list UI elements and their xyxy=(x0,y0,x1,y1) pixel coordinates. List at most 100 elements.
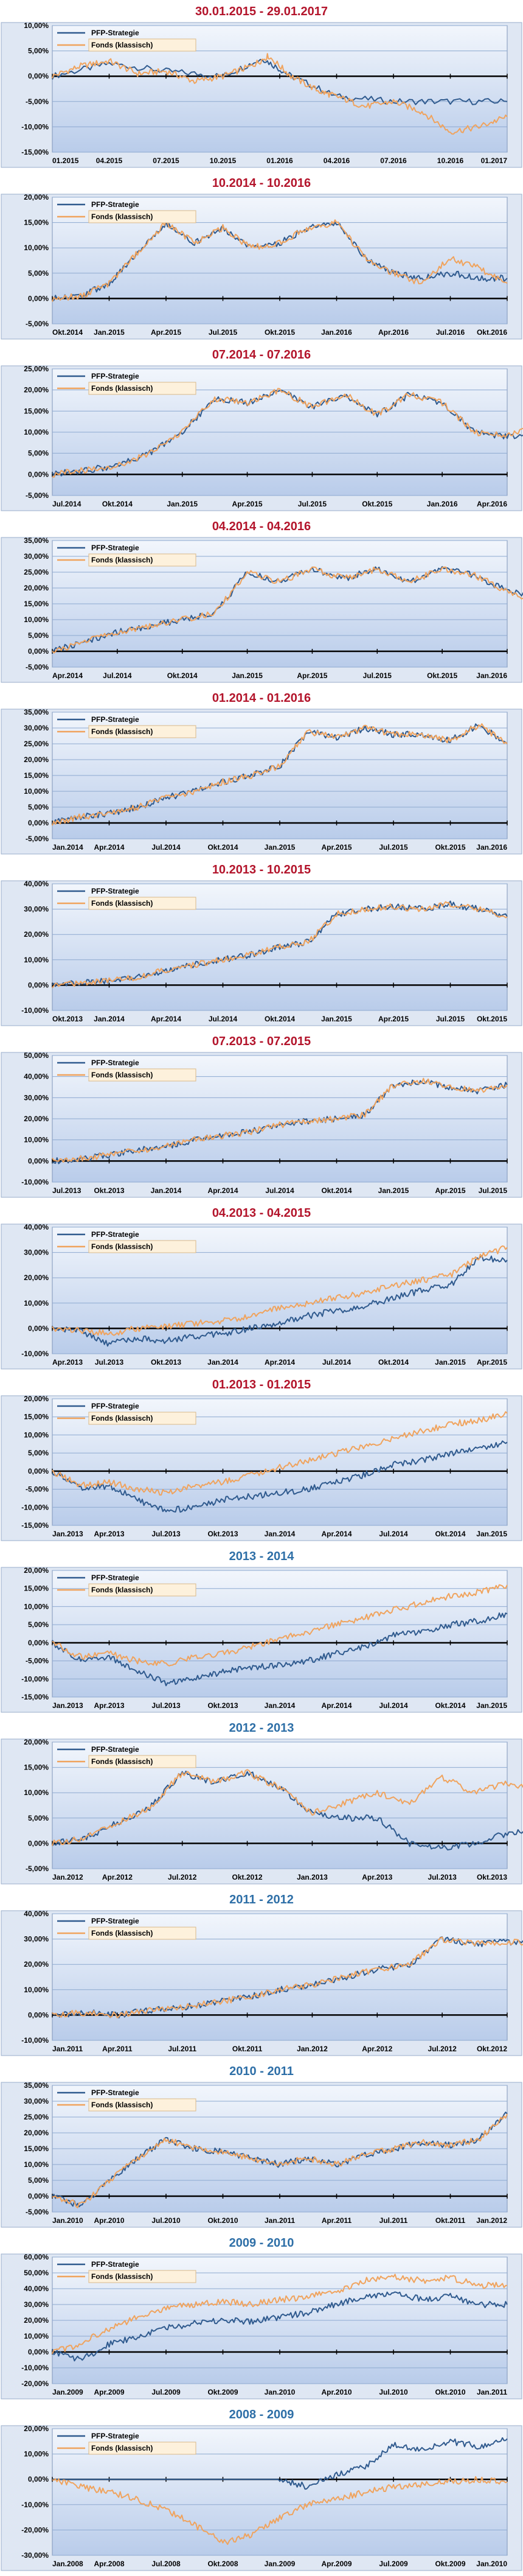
x-tick-label: Jul.2009 xyxy=(151,2388,181,2396)
x-tick-label: Jul.2014 xyxy=(151,843,181,852)
x-tick-label: Apr.2009 xyxy=(94,2388,124,2396)
chart-panel: 07.2014 - 07.2016 25,00% 20,00% 15,00% 10,00… xyxy=(0,343,523,515)
y-tick-label: 10,00% xyxy=(24,2332,49,2340)
y-tick-label: 30,00% xyxy=(24,2097,49,2105)
legend-box xyxy=(88,382,196,395)
x-tick-label: Jan.2015 xyxy=(378,1186,409,1195)
y-tick-label: -10,00% xyxy=(21,2501,49,2509)
x-tick-label: Jul.2014 xyxy=(52,500,81,508)
y-tick-label: 10,00% xyxy=(24,243,49,252)
y-tick-label: 10,00% xyxy=(24,2160,49,2169)
x-tick-label: Jan.2014 xyxy=(265,1530,296,1538)
chart-panel: 04.2013 - 04.2015 40,00% 30,00% 20,00% 10,00… xyxy=(0,1202,523,1373)
legend-box xyxy=(88,1583,196,1597)
legend-label: PFP-Strategie xyxy=(91,1059,139,1067)
y-tick-label: -10,00% xyxy=(21,1503,49,1511)
y-tick-label: 0,00% xyxy=(28,470,49,478)
y-tick-label: 10,00% xyxy=(24,956,49,964)
y-tick-label: 40,00% xyxy=(24,1910,49,1918)
line-chart: 35,00% 30,00% 25,00% 20,00% 15,00% 10,00% 5,00… xyxy=(1,2082,522,2228)
y-tick-label: 15,00% xyxy=(24,2144,49,2153)
x-tick-label: 01.2017 xyxy=(481,156,508,165)
x-tick-label: Apr.2013 xyxy=(94,1530,124,1538)
y-tick-label: 5,00% xyxy=(28,1449,49,1457)
series-line-fund xyxy=(52,2476,508,2545)
y-tick-label: 0,00% xyxy=(28,1157,49,1165)
series-line-strategy xyxy=(52,2291,508,2362)
x-tick-label: Jul.2011 xyxy=(379,2216,408,2225)
x-tick-label: Apr.2014 xyxy=(265,1358,295,1367)
x-tick-label: Jan.2011 xyxy=(477,2388,507,2396)
x-tick-label: Jul.2014 xyxy=(322,1358,352,1367)
legend-label: PFP-Strategie xyxy=(91,1917,139,1925)
y-tick-label: -5,00% xyxy=(26,1485,49,1494)
y-tick-label: 5,00% xyxy=(28,631,49,640)
x-tick-label: Apr.2015 xyxy=(477,1358,507,1367)
x-tick-label: Okt.2014 xyxy=(321,1186,352,1195)
x-tick-label: Okt.2013 xyxy=(151,1358,181,1367)
y-tick-label: 0,00% xyxy=(28,1839,49,1847)
series-line-fund xyxy=(52,53,508,135)
series-line-fund xyxy=(52,1769,523,1846)
y-tick-label: 20,00% xyxy=(24,755,49,764)
x-tick-label: 04.2015 xyxy=(96,156,123,165)
legend-box xyxy=(88,210,196,223)
y-tick-label: 20,00% xyxy=(24,1567,49,1575)
x-tick-label: Jul.2016 xyxy=(436,328,465,337)
x-tick-label: Jan.2014 xyxy=(52,843,83,852)
y-tick-label: 10,00% xyxy=(24,1430,49,1439)
x-tick-label: Jan.2011 xyxy=(265,2216,295,2225)
x-tick-label: Okt.2015 xyxy=(477,1015,507,1023)
x-tick-label: Okt.2014 xyxy=(102,500,133,508)
series-line-fund xyxy=(52,566,523,654)
y-tick-label: 10,00% xyxy=(24,2450,49,2459)
chart-panel: 01.2014 - 01.2016 35,00% 30,00% 25,00% 20,00… xyxy=(0,687,523,858)
y-tick-label: 15,00% xyxy=(24,1763,49,1772)
line-chart: 40,00%30,00%20,00%10,00%0,00%-10,00%Okt.… xyxy=(1,880,522,1026)
y-tick-label: 10,00% xyxy=(24,1788,49,1797)
legend-label: Fonds (klassisch) xyxy=(91,1242,153,1251)
x-tick-label: Okt.2014 xyxy=(435,1530,465,1538)
legend-box xyxy=(88,1927,196,1940)
x-tick-label: Jul.2013 xyxy=(95,1358,124,1367)
y-tick-label: 5,00% xyxy=(28,2176,49,2185)
y-tick-label: 30,00% xyxy=(24,724,49,732)
y-tick-label: 40,00% xyxy=(24,880,49,888)
x-tick-label: Jan.2012 xyxy=(297,2045,328,2053)
x-tick-label: Apr.2014 xyxy=(52,671,83,680)
legend-label: PFP-Strategie xyxy=(91,1745,139,1754)
chart-title: 07.2014 - 07.2016 xyxy=(212,348,311,362)
y-tick-label: 0,00% xyxy=(28,72,49,80)
chart-title: 04.2013 - 04.2015 xyxy=(212,1206,311,1220)
legend-label: Fonds (klassisch) xyxy=(91,2444,153,2452)
series-line-strategy xyxy=(52,221,508,302)
x-tick-label: Jan.2016 xyxy=(427,500,458,508)
line-chart: 20,00%15,00%10,00%5,00%0,00%-5,00%Jan.20… xyxy=(1,1738,523,1885)
legend-label: Fonds (klassisch) xyxy=(91,1586,153,1594)
y-tick-label: 20,00% xyxy=(24,386,49,394)
legend: PFP-Strategie Fonds (klassisch) xyxy=(57,544,196,567)
chart-title: 2009 - 2010 xyxy=(229,2236,294,2250)
x-tick-label: Okt.2015 xyxy=(265,328,295,337)
x-tick-label: Okt.2016 xyxy=(477,328,507,337)
y-tick-label: 30,00% xyxy=(24,1248,49,1257)
y-tick-label: 0,00% xyxy=(28,2348,49,2356)
x-tick-label: Jul.2013 xyxy=(52,1186,81,1195)
line-chart: 40,00%30,00%20,00%10,00%0,00%-10,00%Apr.… xyxy=(1,1223,522,1370)
x-tick-label: Okt.2010 xyxy=(435,2388,465,2396)
chart-panel: 01.2013 - 01.2015 20,00% 15,00% 10,00% 5,00%… xyxy=(0,1373,523,1545)
x-tick-label: Apr.2015 xyxy=(232,500,263,508)
legend-label: PFP-Strategie xyxy=(91,2088,139,2097)
x-tick-label: Jan.2014 xyxy=(265,1701,296,1710)
x-tick-label: 01.2015 xyxy=(52,156,79,165)
series-line-strategy xyxy=(52,1612,508,1687)
y-tick-label: -5,00% xyxy=(26,1864,49,1873)
x-tick-label: Apr.2011 xyxy=(102,2045,133,2053)
x-tick-label: Jul.2015 xyxy=(298,500,327,508)
y-tick-label: -15,00% xyxy=(21,1521,49,1530)
y-tick-label: 40,00% xyxy=(24,2284,49,2293)
y-tick-label: 0,00% xyxy=(28,1639,49,1647)
x-tick-label: Jan.2015 xyxy=(321,1015,352,1023)
chart-title: 30.01.2015 - 29.01.2017 xyxy=(195,5,328,18)
